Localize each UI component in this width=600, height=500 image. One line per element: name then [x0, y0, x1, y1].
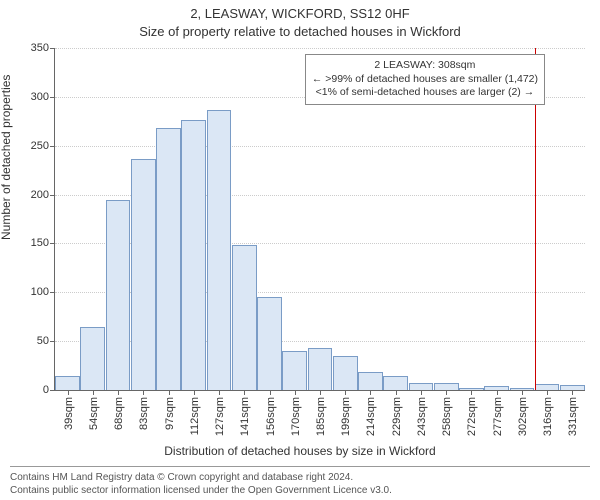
x-tickmark — [370, 390, 371, 395]
histogram-bar — [409, 383, 434, 390]
x-tickmark — [68, 390, 69, 395]
histogram-bar — [156, 128, 181, 390]
x-tickmark — [118, 390, 119, 395]
histogram-bar — [333, 356, 358, 390]
x-tick-label: 277sqm — [490, 397, 504, 436]
histogram-bar — [308, 348, 333, 390]
x-tickmark — [522, 390, 523, 395]
chart-title-line2: Size of property relative to detached ho… — [0, 24, 600, 39]
x-tickmark — [471, 390, 472, 395]
grid-line — [55, 146, 585, 147]
y-tick-label: 50 — [37, 335, 55, 347]
x-tickmark — [219, 390, 220, 395]
x-tickmark — [143, 390, 144, 395]
x-tick-label: 83sqm — [136, 397, 150, 430]
x-tick-label: 229sqm — [389, 397, 403, 436]
histogram-bar — [181, 120, 206, 390]
x-tick-label: 68sqm — [111, 397, 125, 430]
x-tickmark — [169, 390, 170, 395]
x-tick-label: 156sqm — [263, 397, 277, 436]
histogram-bar — [131, 159, 156, 390]
chart-title-line1: 2, LEASWAY, WICKFORD, SS12 0HF — [0, 6, 600, 21]
x-tickmark — [421, 390, 422, 395]
grid-line — [55, 48, 585, 49]
y-tick-label: 150 — [31, 237, 55, 249]
y-tick-label: 300 — [31, 91, 55, 103]
x-tick-label: 243sqm — [414, 397, 428, 436]
x-tickmark — [446, 390, 447, 395]
histogram-bar — [55, 376, 80, 390]
plot-area: 05010015020025030035039sqm54sqm68sqm83sq… — [54, 48, 585, 391]
histogram-bar — [80, 327, 105, 391]
x-tick-label: 316sqm — [540, 397, 554, 436]
x-tick-label: 302sqm — [515, 397, 529, 436]
histogram-chart: 2, LEASWAY, WICKFORD, SS12 0HF Size of p… — [0, 0, 600, 500]
x-tickmark — [295, 390, 296, 395]
histogram-bar — [106, 200, 131, 390]
annotation-line2: ← >99% of detached houses are smaller (1… — [312, 73, 538, 87]
y-tick-label: 250 — [31, 140, 55, 152]
footer-line1: Contains HM Land Registry data © Crown c… — [10, 471, 590, 484]
x-tickmark — [244, 390, 245, 395]
x-tickmark — [93, 390, 94, 395]
y-tick-label: 0 — [43, 384, 55, 396]
histogram-bar — [257, 297, 282, 390]
x-tick-label: 39sqm — [61, 397, 75, 430]
x-tick-label: 112sqm — [187, 397, 201, 435]
x-tickmark — [572, 390, 573, 395]
footer-attribution: Contains HM Land Registry data © Crown c… — [10, 466, 590, 497]
histogram-bar — [282, 351, 307, 390]
histogram-bar — [383, 376, 408, 390]
annotation-line3: <1% of semi-detached houses are larger (… — [312, 86, 538, 100]
x-tickmark — [547, 390, 548, 395]
x-axis-label: Distribution of detached houses by size … — [0, 444, 600, 458]
x-tickmark — [270, 390, 271, 395]
x-tick-label: 141sqm — [237, 397, 251, 436]
x-tick-label: 170sqm — [288, 397, 302, 436]
histogram-bar — [232, 245, 257, 390]
x-tickmark — [497, 390, 498, 395]
x-tick-label: 127sqm — [212, 397, 226, 436]
x-tickmark — [194, 390, 195, 395]
annotation-line1: 2 LEASWAY: 308sqm — [312, 59, 538, 73]
histogram-bar — [434, 383, 459, 390]
y-axis-label: Number of detached properties — [0, 75, 13, 240]
x-tickmark — [396, 390, 397, 395]
x-tick-label: 258sqm — [439, 397, 453, 436]
x-tickmark — [320, 390, 321, 395]
histogram-bar — [207, 110, 232, 390]
y-tick-label: 200 — [31, 189, 55, 201]
annotation-box: 2 LEASWAY: 308sqm ← >99% of detached hou… — [305, 54, 545, 105]
y-tick-label: 100 — [31, 286, 55, 298]
x-tick-label: 54sqm — [86, 397, 100, 430]
y-tick-label: 350 — [31, 42, 55, 54]
x-tickmark — [345, 390, 346, 395]
x-tick-label: 214sqm — [363, 397, 377, 436]
x-tick-label: 272sqm — [464, 397, 478, 436]
footer-line2: Contains public sector information licen… — [10, 484, 590, 497]
x-tick-label: 199sqm — [338, 397, 352, 436]
x-tick-label: 185sqm — [313, 397, 327, 436]
x-tick-label: 331sqm — [565, 397, 579, 436]
x-tick-label: 97sqm — [162, 397, 176, 430]
histogram-bar — [358, 372, 383, 390]
